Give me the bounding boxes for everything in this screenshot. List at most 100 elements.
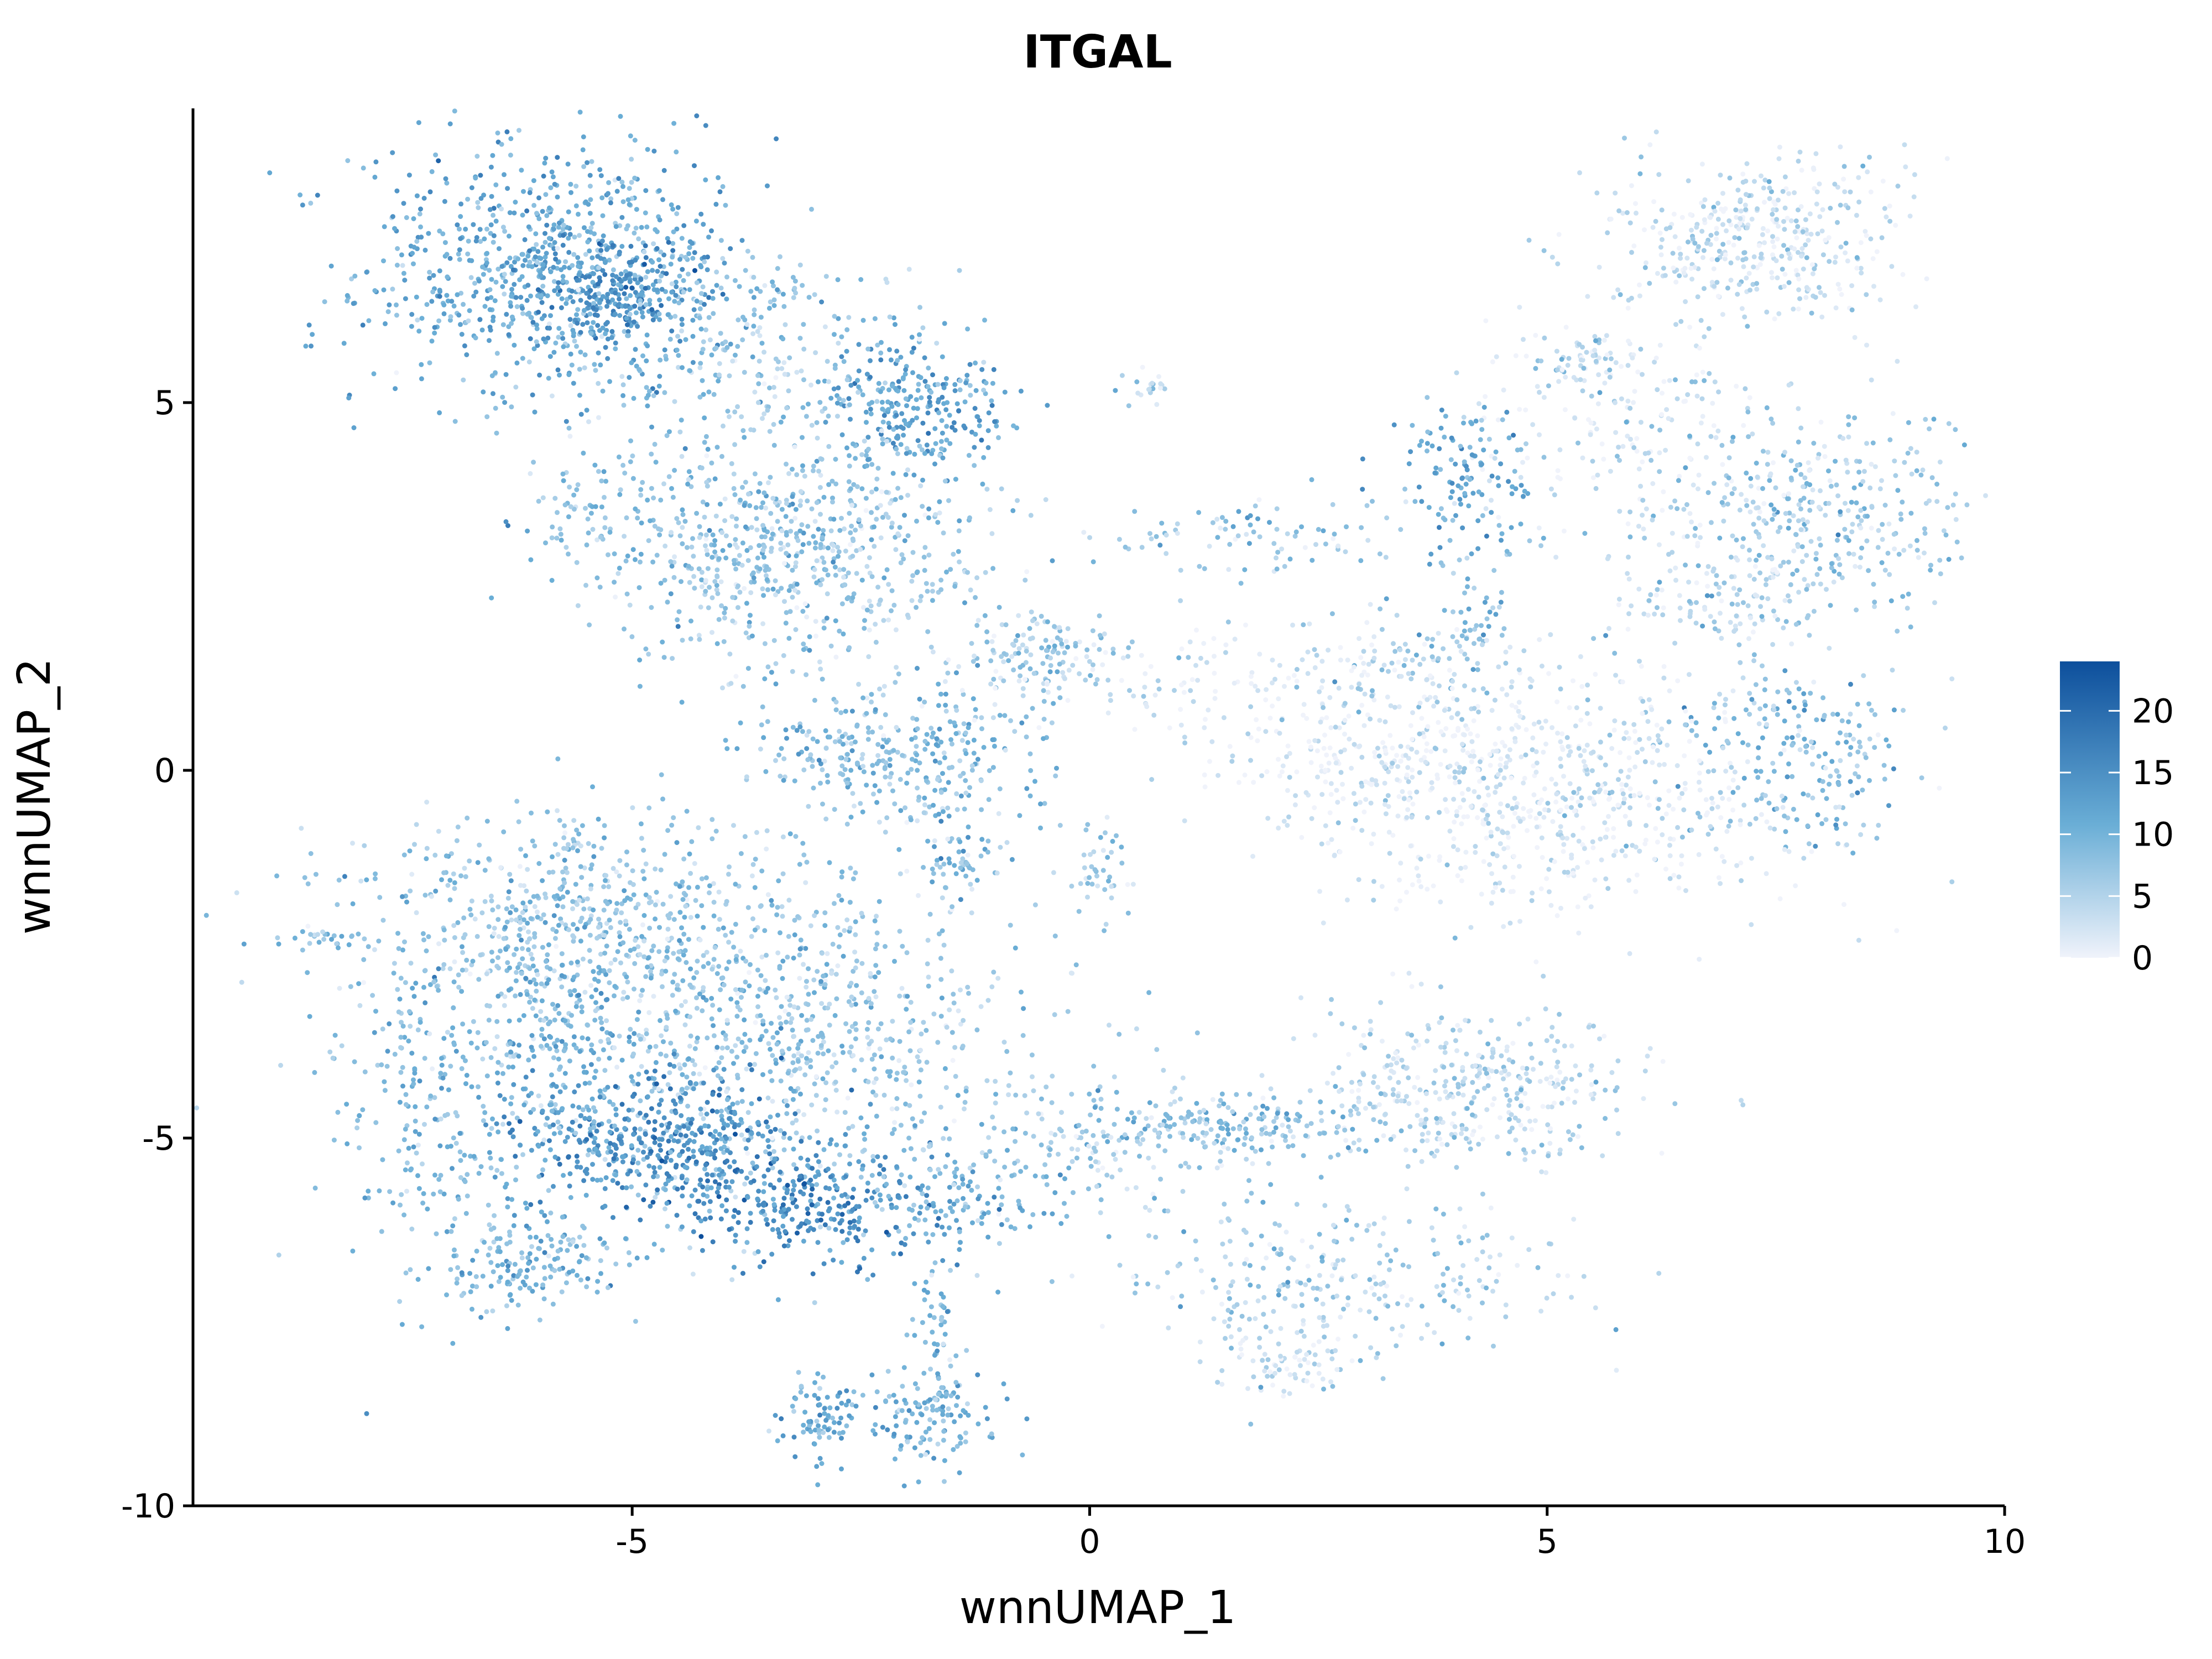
data-point — [1734, 383, 1739, 389]
data-point — [455, 292, 460, 298]
data-point — [1550, 725, 1555, 731]
data-point — [641, 262, 647, 267]
data-point — [1472, 627, 1478, 632]
data-point — [1657, 342, 1663, 348]
data-point — [1810, 271, 1815, 276]
data-point — [679, 236, 685, 241]
data-point — [418, 224, 423, 229]
data-point — [364, 269, 369, 275]
data-point — [1202, 566, 1207, 571]
data-point — [822, 324, 828, 330]
data-point — [1406, 671, 1411, 676]
data-point — [1727, 175, 1733, 181]
data-point — [784, 405, 790, 411]
data-point — [1612, 650, 1618, 656]
data-point — [922, 355, 927, 361]
data-point — [779, 366, 785, 371]
data-point — [390, 214, 395, 220]
data-point — [1771, 207, 1776, 212]
data-point — [1914, 468, 1919, 473]
data-point — [303, 343, 309, 349]
data-point — [800, 609, 806, 614]
data-point — [1517, 406, 1522, 412]
data-point — [581, 164, 587, 169]
data-point — [738, 720, 743, 726]
data-point — [1682, 786, 1688, 792]
data-point — [914, 752, 920, 758]
data-point — [704, 453, 709, 458]
data-point — [1889, 264, 1895, 269]
data-point — [956, 528, 962, 534]
data-point — [718, 238, 724, 243]
data-point — [1488, 763, 1493, 768]
data-point — [1814, 189, 1820, 195]
data-point — [811, 463, 816, 469]
data-point — [632, 230, 637, 236]
data-point — [1661, 664, 1667, 669]
data-point — [1764, 309, 1770, 315]
data-point — [1841, 176, 1846, 182]
data-point — [1856, 937, 1861, 943]
data-point — [935, 776, 940, 782]
data-point — [1937, 557, 1943, 563]
data-point — [784, 501, 789, 506]
data-point — [718, 579, 724, 585]
data-point — [666, 429, 672, 435]
data-point — [458, 236, 463, 241]
data-point — [586, 419, 591, 425]
data-point — [1729, 601, 1735, 607]
data-point — [690, 536, 695, 541]
data-point — [1820, 695, 1826, 701]
data-point — [1615, 287, 1621, 293]
data-point — [676, 353, 681, 358]
data-point — [1631, 243, 1637, 249]
data-point — [1737, 221, 1743, 226]
data-point — [979, 715, 984, 721]
data-point — [867, 627, 872, 633]
data-point — [1728, 278, 1734, 283]
data-point — [524, 208, 530, 213]
data-point — [351, 425, 357, 430]
data-point — [662, 543, 668, 549]
data-point — [1835, 281, 1841, 287]
data-point — [765, 183, 770, 189]
data-point — [1625, 571, 1630, 576]
data-point — [1822, 713, 1827, 718]
data-point — [831, 542, 836, 548]
data-point — [1541, 248, 1547, 253]
data-point — [1901, 708, 1906, 713]
data-point — [1744, 470, 1749, 476]
data-point — [1629, 249, 1634, 255]
data-point — [509, 404, 514, 410]
data-point — [833, 707, 839, 713]
data-point — [1488, 830, 1494, 835]
data-point — [945, 836, 951, 842]
data-point — [1776, 156, 1782, 161]
data-point — [574, 312, 579, 317]
data-point — [915, 726, 920, 732]
data-point — [1809, 262, 1815, 268]
data-point — [1484, 836, 1489, 841]
data-point — [643, 255, 649, 260]
data-point — [1804, 481, 1809, 486]
data-point — [1816, 504, 1822, 510]
data-point — [1765, 450, 1771, 455]
data-point — [1039, 613, 1044, 619]
data-point — [744, 547, 750, 553]
data-point — [1218, 525, 1223, 531]
data-point — [1432, 470, 1438, 476]
data-point — [592, 462, 598, 468]
data-point — [1472, 586, 1477, 591]
data-point — [519, 168, 524, 173]
data-point — [414, 294, 419, 300]
data-point — [534, 260, 540, 265]
data-point — [1783, 829, 1788, 834]
data-point — [582, 352, 588, 358]
data-point — [959, 687, 965, 693]
data-point — [372, 174, 378, 180]
data-point — [740, 540, 745, 546]
data-point — [1279, 769, 1285, 775]
data-point — [848, 486, 853, 492]
data-point — [1788, 218, 1794, 223]
data-point — [848, 768, 854, 773]
